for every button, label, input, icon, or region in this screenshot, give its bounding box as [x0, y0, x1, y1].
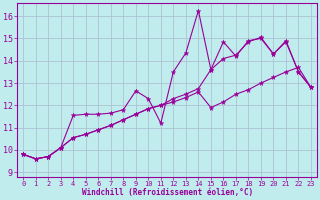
X-axis label: Windchill (Refroidissement éolien,°C): Windchill (Refroidissement éolien,°C): [82, 188, 253, 197]
